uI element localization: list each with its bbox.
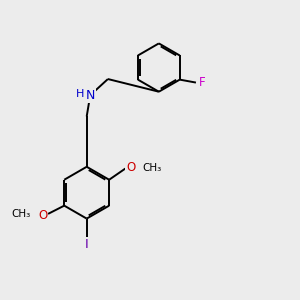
Text: CH₃: CH₃ [12, 209, 31, 220]
Text: H: H [76, 89, 84, 99]
Text: I: I [85, 238, 88, 251]
Text: N: N [85, 89, 95, 102]
Text: F: F [199, 76, 206, 89]
Text: O: O [126, 160, 135, 174]
Text: O: O [38, 209, 47, 222]
Text: CH₃: CH₃ [142, 163, 162, 173]
